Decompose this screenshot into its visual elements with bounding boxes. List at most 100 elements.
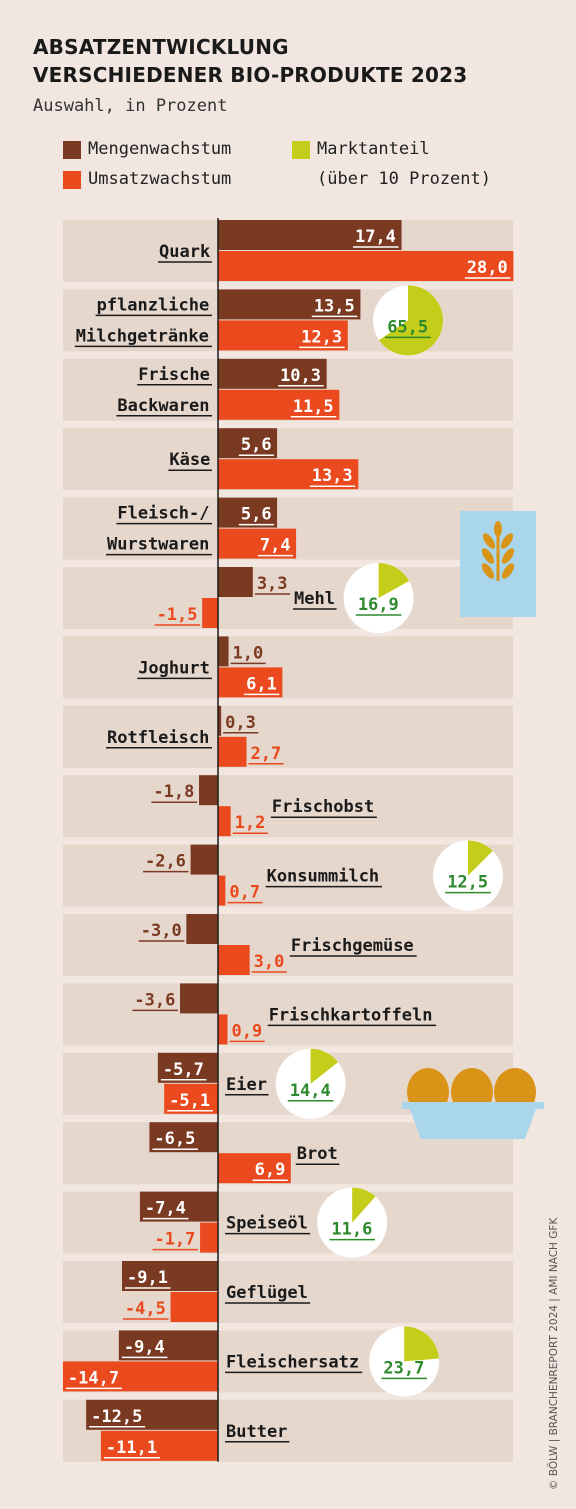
bar-revenue-fleischersatz bbox=[62, 1361, 218, 1392]
chart-subtitle: Auswahl, in Prozent bbox=[33, 96, 228, 116]
value-label-revenue-quark: 28,0 bbox=[467, 258, 508, 278]
value-label-revenue-fleisch-wurstwaren: 7,4 bbox=[260, 536, 291, 556]
value-label-revenue-mehl: -1,5 bbox=[157, 605, 198, 625]
chart-title-line2: VERSCHIEDENER BIO-PRODUKTE 2023 bbox=[33, 63, 468, 87]
category-label-rotfleisch: Rotfleisch bbox=[107, 728, 209, 748]
legend-label-volume: Mengenwachstum bbox=[88, 139, 232, 159]
row-bg-frischgemuese bbox=[63, 914, 513, 976]
bar-revenue-fleisch-wurstwaren bbox=[218, 528, 297, 559]
bar-revenue-kaese bbox=[218, 459, 359, 490]
category-label-speiseoel: Speiseöl bbox=[226, 1214, 308, 1234]
pie-pflanzliche-milchgetraenke: 65,5 bbox=[373, 285, 444, 356]
value-label-volume-rotfleisch: 0,3 bbox=[225, 713, 256, 733]
category-label-quark: Quark bbox=[159, 242, 210, 262]
value-label-revenue-speiseoel: -1,7 bbox=[154, 1230, 195, 1250]
bar-revenue-frischkartoffeln bbox=[218, 1014, 228, 1045]
bar-revenue-frische-backwaren bbox=[218, 389, 340, 420]
value-label-volume-quark: 17,4 bbox=[355, 227, 396, 247]
category-label-kaese: Käse bbox=[169, 450, 210, 470]
bar-revenue-brot bbox=[218, 1153, 291, 1184]
value-label-revenue-brot: 6,9 bbox=[255, 1160, 286, 1180]
value-label-volume-joghurt: 1,0 bbox=[233, 643, 264, 663]
row-bg-joghurt bbox=[63, 636, 513, 699]
bar-revenue-konsummilch bbox=[218, 875, 226, 906]
bar-volume-fleisch-wurstwaren bbox=[218, 497, 278, 528]
value-label-revenue-rotfleisch: 2,7 bbox=[250, 744, 281, 764]
category-label-frische-backwaren: Backwaren bbox=[117, 396, 209, 416]
category-label-pflanzliche-milchgetraenke: Milchgetränke bbox=[76, 326, 209, 346]
row-bg-frischkartoffeln bbox=[63, 983, 513, 1046]
bar-volume-fleischersatz bbox=[118, 1330, 218, 1361]
legend-label-share: Marktanteil bbox=[317, 139, 430, 159]
legend-swatch-share bbox=[292, 141, 310, 159]
pie-slice-eier bbox=[310, 1048, 339, 1084]
value-label-revenue-pflanzliche-milchgetraenke: 12,3 bbox=[301, 327, 342, 347]
bar-revenue-speiseoel bbox=[200, 1222, 218, 1253]
value-label-revenue-konsummilch: 0,7 bbox=[229, 883, 260, 903]
pie-slice-speiseoel bbox=[352, 1187, 376, 1223]
category-label-konsummilch: Konsummilch bbox=[267, 867, 380, 887]
bar-volume-brot bbox=[149, 1122, 218, 1153]
value-label-volume-speiseoel: -7,4 bbox=[145, 1199, 186, 1219]
value-label-volume-mehl: 3,3 bbox=[257, 574, 288, 594]
pie-slice-konsummilch bbox=[468, 840, 493, 876]
share-label-speiseoel: 11,6 bbox=[331, 1220, 372, 1240]
bar-volume-frischkartoffeln bbox=[180, 983, 218, 1014]
value-label-volume-butter: -12,5 bbox=[91, 1407, 142, 1427]
wheat-icon bbox=[460, 511, 536, 617]
share-label-fleischersatz: 23,7 bbox=[383, 1358, 424, 1378]
bar-volume-frischobst bbox=[199, 775, 218, 806]
value-label-volume-eier: -5,7 bbox=[163, 1060, 204, 1080]
source-credit: © BÖLW | BRANCHENREPORT 2024 | AMI NACH … bbox=[548, 1217, 560, 1490]
bar-volume-konsummilch bbox=[190, 844, 218, 875]
bar-volume-eier bbox=[157, 1052, 218, 1083]
bar-revenue-joghurt bbox=[218, 667, 283, 698]
category-label-fleisch-wurstwaren: Fleisch-/ bbox=[117, 504, 209, 524]
bar-revenue-pflanzliche-milchgetraenke bbox=[218, 320, 348, 351]
value-label-volume-fleisch-wurstwaren: 5,6 bbox=[241, 505, 272, 525]
bar-volume-speiseoel bbox=[139, 1191, 218, 1222]
row-bg-mehl bbox=[63, 567, 513, 629]
value-label-revenue-frischobst: 1,2 bbox=[235, 813, 266, 833]
value-label-volume-frischgemuese: -3,0 bbox=[141, 921, 182, 941]
pie-slice-mehl bbox=[378, 563, 410, 598]
category-label-frische-backwaren: Frische bbox=[138, 365, 210, 385]
row-bg-frischobst bbox=[63, 775, 513, 838]
value-label-revenue-fleischersatz: -14,7 bbox=[68, 1368, 119, 1388]
bar-volume-quark bbox=[218, 220, 402, 250]
bar-revenue-eier bbox=[164, 1083, 218, 1114]
bar-revenue-quark bbox=[218, 251, 514, 281]
value-label-volume-fleischersatz: -9,4 bbox=[124, 1337, 165, 1357]
bar-volume-joghurt bbox=[218, 636, 229, 667]
bar-volume-frische-backwaren bbox=[218, 358, 327, 389]
bar-revenue-mehl bbox=[202, 598, 218, 628]
category-label-mehl: Mehl bbox=[294, 589, 335, 609]
share-label-mehl: 16,9 bbox=[358, 595, 399, 615]
row-bg-rotfleisch bbox=[63, 705, 513, 768]
value-label-revenue-kaese: 13,3 bbox=[312, 466, 353, 486]
pie-slice-fleischersatz bbox=[404, 1326, 440, 1362]
value-label-volume-frischkartoffeln: -3,6 bbox=[134, 990, 175, 1010]
category-label-brot: Brot bbox=[297, 1144, 338, 1164]
category-label-frischgemuese: Frischgemüse bbox=[291, 936, 414, 956]
value-label-revenue-frische-backwaren: 11,5 bbox=[293, 397, 334, 417]
category-label-pflanzliche-milchgetraenke: pflanzliche bbox=[97, 295, 210, 315]
bar-revenue-frischobst bbox=[218, 806, 231, 837]
bar-volume-rotfleisch bbox=[218, 705, 222, 736]
value-label-volume-kaese: 5,6 bbox=[241, 435, 272, 455]
pie-speiseoel: 11,6 bbox=[317, 1187, 388, 1258]
value-label-volume-pflanzliche-milchgetraenke: 13,5 bbox=[314, 296, 355, 316]
share-label-eier: 14,4 bbox=[290, 1081, 331, 1101]
value-label-volume-brot: -6,5 bbox=[154, 1129, 195, 1149]
value-label-volume-frische-backwaren: 10,3 bbox=[280, 366, 321, 386]
value-label-revenue-eier: -5,1 bbox=[169, 1091, 210, 1111]
pie-fleischersatz: 23,7 bbox=[369, 1326, 440, 1397]
legend-swatch-volume bbox=[63, 141, 81, 159]
bar-volume-mehl bbox=[218, 567, 253, 597]
bar-revenue-frischgemuese bbox=[218, 945, 250, 975]
value-label-volume-konsummilch: -2,6 bbox=[145, 852, 186, 872]
category-label-eier: Eier bbox=[226, 1075, 267, 1095]
category-label-joghurt: Joghurt bbox=[138, 658, 210, 678]
value-label-volume-gefluegel: -9,1 bbox=[127, 1268, 168, 1288]
